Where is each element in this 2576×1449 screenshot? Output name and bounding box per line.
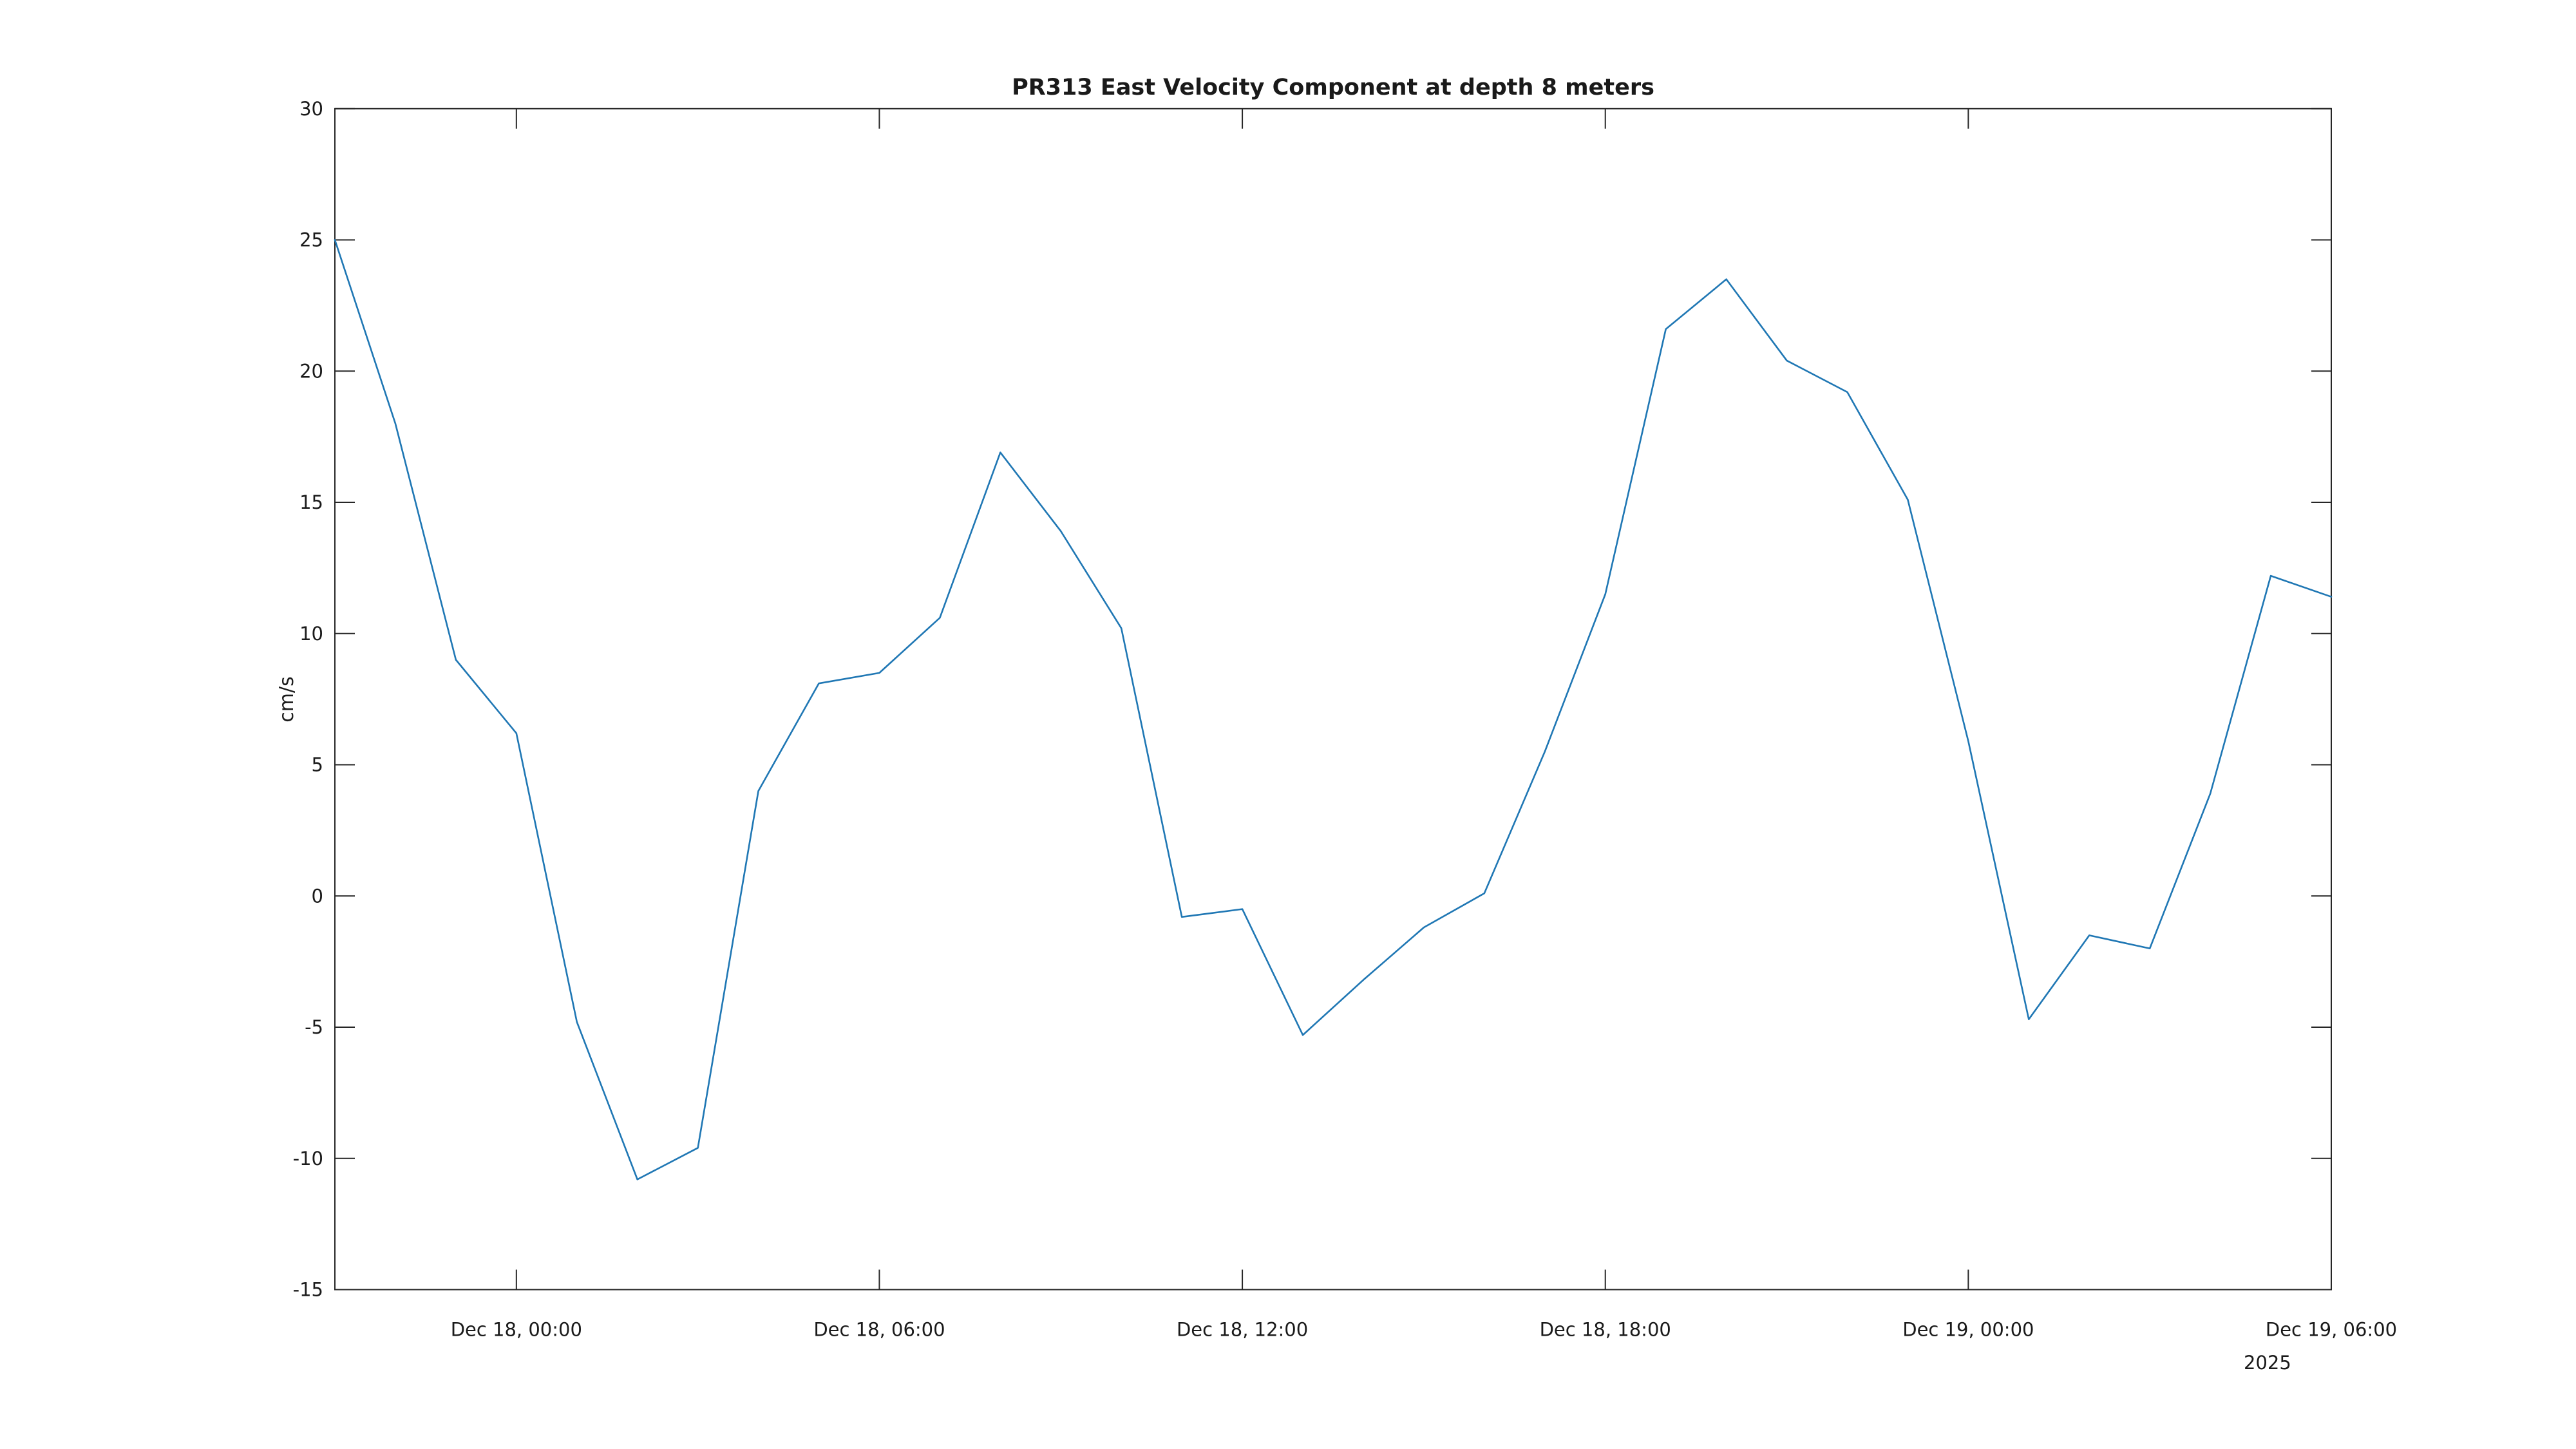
x-tick-label: Dec 19, 00:00: [1902, 1319, 2034, 1341]
y-tick-label: -5: [305, 1016, 323, 1038]
y-tick-label: 25: [299, 229, 323, 251]
axis-tick-labels: 30 25 20 15 10 5 0 -5 -10 -15 Dec 18, 00:00 Dec 18,…: [293, 98, 2398, 1341]
y-tick-label: 30: [299, 98, 323, 120]
velocity-line-series: [334, 239, 2333, 1180]
x-tick-label: Dec 18, 06:00: [813, 1319, 945, 1341]
x-axis-year-offset: 2025: [2244, 1352, 2291, 1374]
plot-box: [334, 108, 2332, 1291]
axis-ticks: [335, 108, 2332, 1291]
x-tick-label: Dec 19, 06:00: [2266, 1319, 2397, 1341]
y-tick-label: 10: [299, 623, 323, 645]
y-tick-label: 0: [312, 885, 323, 907]
chart-title: PR313 East Velocity Component at depth 8…: [1012, 75, 1654, 100]
x-tick-label: Dec 18, 00:00: [451, 1319, 582, 1341]
y-tick-label: 15: [299, 491, 323, 513]
y-tick-label: 5: [312, 754, 323, 776]
x-tick-label: Dec 18, 18:00: [1540, 1319, 1671, 1341]
x-tick-label: Dec 18, 12:00: [1177, 1319, 1308, 1341]
y-tick-label: -15: [293, 1279, 323, 1301]
y-tick-label: -10: [293, 1148, 323, 1170]
y-axis-label: cm/s: [276, 676, 298, 722]
y-tick-label: 20: [299, 360, 323, 382]
